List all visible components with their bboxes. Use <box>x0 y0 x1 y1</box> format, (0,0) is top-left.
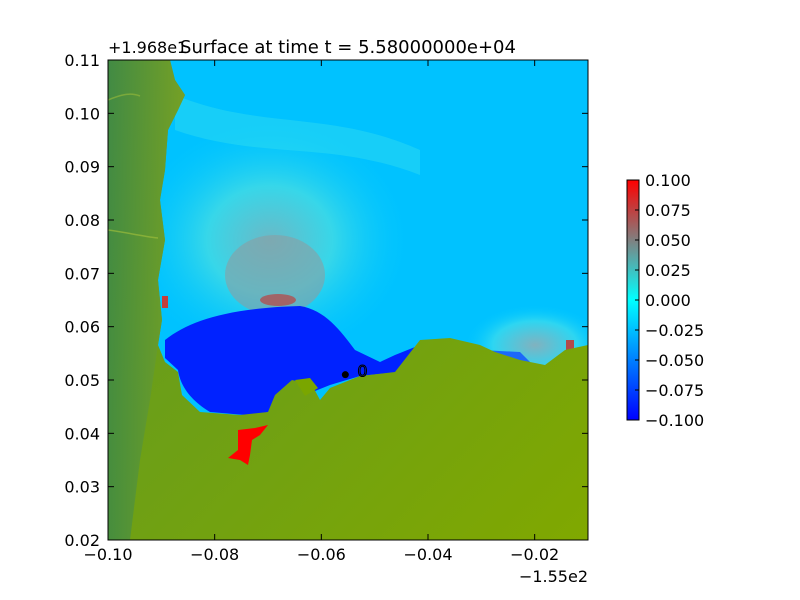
colorbar: −0.100 −0.075 −0.050 −0.025 0.000 0.025 0.050 0… <box>626 171 704 430</box>
colorbar-tick-label: −0.075 <box>645 381 704 400</box>
red-inland-patch <box>228 425 268 465</box>
y-tick-label: 0.02 <box>64 531 100 550</box>
colorbar-tick-label: −0.100 <box>645 411 704 430</box>
colorbar-tick-label: 0.025 <box>645 261 691 280</box>
colorbar-tick-label: 0.050 <box>645 231 691 250</box>
land-west-dark <box>108 60 185 540</box>
grey-core <box>225 235 325 315</box>
x-tick-label: −0.08 <box>190 545 239 564</box>
land-islet <box>295 378 318 396</box>
y-tick-label: 0.09 <box>64 158 100 177</box>
y-axis: 0.02 0.03 0.04 0.05 0.06 0.07 0.08 0.09 0.10 0.11 <box>64 51 588 550</box>
y-offset-label: +1.968e1 <box>108 38 187 57</box>
y-tick-label: 0.06 <box>64 318 100 337</box>
cyan-band <box>175 95 420 175</box>
river-line <box>108 93 141 101</box>
heatmap-image: 0 <box>108 60 588 540</box>
x-tick-label: −0.04 <box>403 545 452 564</box>
x-axis: −0.10 −0.08 −0.06 −0.04 −0.02 <box>83 60 559 564</box>
colorbar-tick-label: 0.075 <box>645 201 691 220</box>
y-tick-label: 0.07 <box>64 264 100 283</box>
y-tick-label: 0.11 <box>64 51 100 70</box>
y-tick-label: 0.08 <box>64 211 100 230</box>
red-spot-left <box>162 296 168 308</box>
x-tick-label: −0.02 <box>510 545 559 564</box>
x-tick-label: −0.10 <box>83 545 132 564</box>
x-offset-label: −1.55e2 <box>519 567 588 586</box>
red-spot-right <box>566 340 574 350</box>
y-tick-label: 0.05 <box>64 371 100 390</box>
colorbar-tick-label: 0.000 <box>645 291 691 310</box>
colorbar-tick-label: −0.025 <box>645 321 704 340</box>
red-spot-center <box>260 294 296 306</box>
gauge-label: 0 <box>357 362 367 381</box>
river-line <box>108 229 159 239</box>
colorbar-tick-label: 0.100 <box>645 171 691 190</box>
x-tick-label: −0.06 <box>297 545 346 564</box>
y-tick-label: 0.04 <box>64 424 100 443</box>
colorbar-tick-label: −0.050 <box>645 351 704 370</box>
y-tick-label: 0.10 <box>64 104 100 123</box>
blue-bay <box>165 306 425 415</box>
gauge-marker <box>341 371 349 379</box>
y-tick-label: 0.03 <box>64 478 100 497</box>
chart-title: Surface at time t = 5.58000000e+04 <box>180 37 516 58</box>
land-west <box>108 60 588 540</box>
colorbar-ticks: −0.100 −0.075 −0.050 −0.025 0.000 0.025 0.050 0… <box>635 171 704 430</box>
plot-frame <box>107 59 589 541</box>
